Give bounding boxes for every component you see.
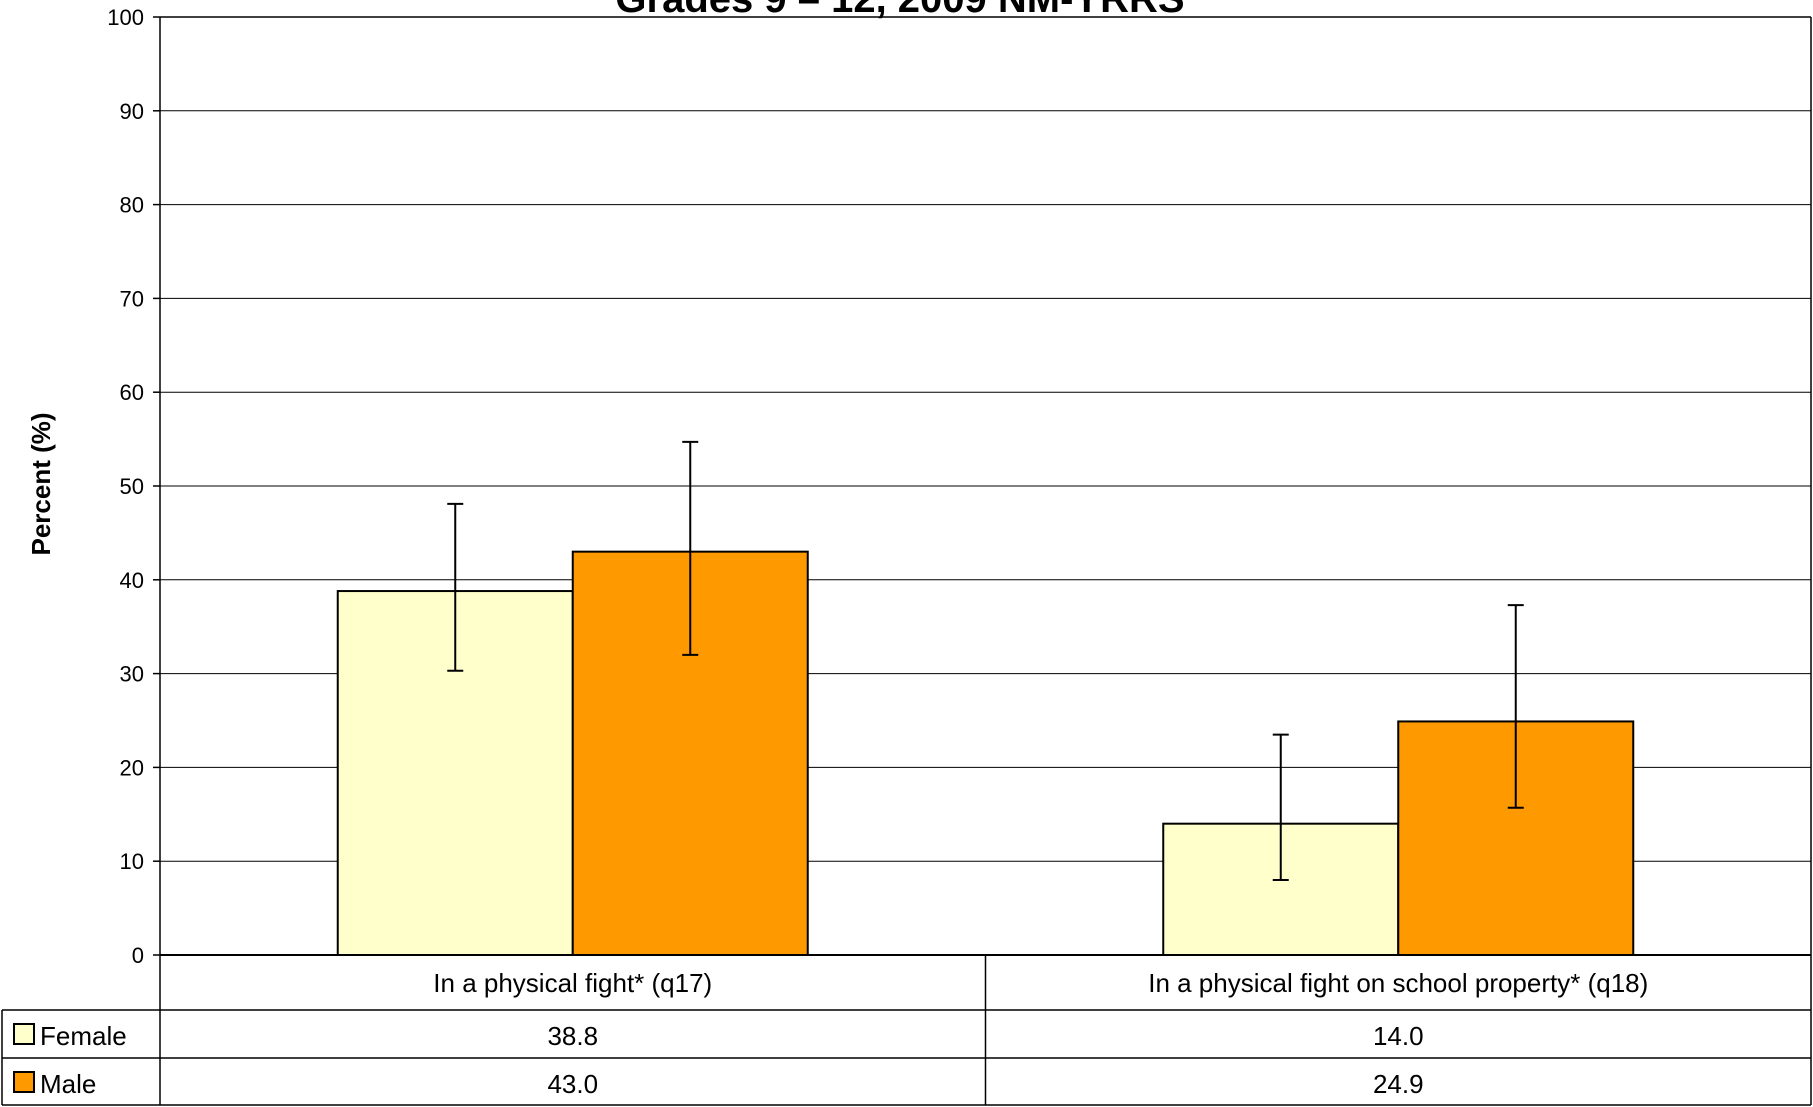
y-axis-ticks: 0 10 20 30 40 50 60 70 80 90 100 [107,5,160,968]
error-bars [447,440,1524,881]
data-label: 38.8 [547,1021,598,1051]
data-label: 43.0 [547,1069,598,1099]
category-label: In a physical fight* (q17) [433,968,712,998]
data-table: In a physical fight* (q17) In a physical … [1,955,1812,1106]
legend-swatch-male [13,1071,35,1093]
y-tick-label: 80 [120,193,144,218]
y-axis-label: Percent (%) [26,412,56,555]
data-label: 24.9 [1373,1069,1424,1099]
y-tick-label: 60 [120,380,144,405]
data-label: 14.0 [1373,1021,1424,1051]
legend-swatch-female [13,1023,35,1045]
y-tick-label: 100 [107,5,144,30]
y-tick-label: 30 [120,662,144,687]
y-tick-label: 70 [120,286,144,311]
y-tick-label: 10 [120,849,144,874]
legend-label-male: Male [40,1069,96,1099]
legend-label-female: Female [40,1021,127,1051]
y-tick-label: 50 [120,474,144,499]
chart-title: Grades 9 – 12, 2009 NM-YRRS [615,0,1184,21]
y-tick-label: 0 [132,943,144,968]
category-label: In a physical fight on school property* … [1148,968,1648,998]
bars [336,550,1635,957]
y-tick-label: 20 [120,755,144,780]
y-tick-label: 40 [120,568,144,593]
y-tick-label: 90 [120,99,144,124]
